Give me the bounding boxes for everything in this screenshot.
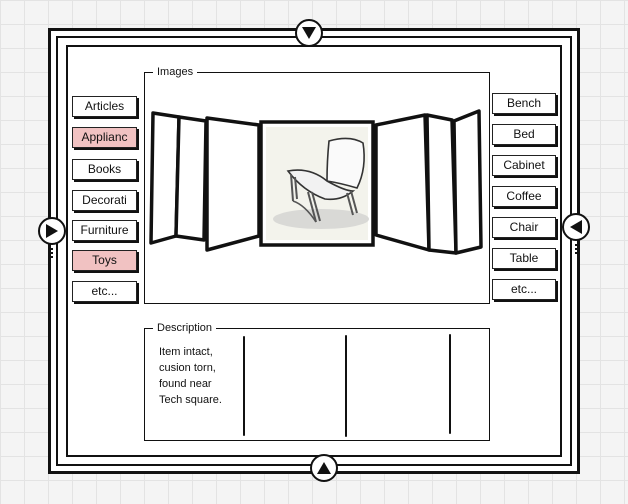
- description-divider: [345, 335, 347, 437]
- triangle-right-icon: [46, 224, 58, 238]
- carousel-panel-left-3: [205, 116, 261, 252]
- cover-flow-carousel: [149, 109, 483, 255]
- category-button-furniture[interactable]: Furniture: [72, 220, 137, 241]
- carousel-panel-right-2: [425, 113, 458, 255]
- chair-icon: [273, 137, 369, 229]
- category-button-more[interactable]: etc...: [72, 281, 137, 302]
- description-line: found near: [159, 378, 212, 390]
- description-group-legend: Description: [153, 320, 217, 336]
- category-button-decorations[interactable]: Decorati: [72, 190, 137, 211]
- category-button-articles[interactable]: Articles: [72, 96, 137, 117]
- images-group-legend: Images: [153, 64, 198, 80]
- description-divider: [449, 334, 451, 434]
- triangle-up-icon: [317, 462, 331, 474]
- item-button-chair[interactable]: Chair: [492, 217, 556, 238]
- images-group: Images: [144, 64, 490, 304]
- carousel-panel-right-1: [374, 113, 431, 252]
- description-line: cusion torn,: [159, 362, 216, 374]
- description-line: Item intact,: [159, 346, 213, 358]
- top-nav-button[interactable]: [295, 19, 323, 47]
- item-button-bed[interactable]: Bed: [492, 124, 556, 145]
- description-group: Description Item intact, cusion torn, fo…: [144, 320, 490, 441]
- description-divider: [243, 336, 245, 436]
- item-button-more[interactable]: etc...: [492, 279, 556, 300]
- right-nav-button[interactable]: [562, 213, 590, 241]
- item-button-bench[interactable]: Bench: [492, 93, 556, 114]
- item-button-coffee[interactable]: Coffee: [492, 186, 556, 207]
- category-button-books[interactable]: Books: [72, 159, 137, 180]
- item-button-table[interactable]: Table: [492, 248, 556, 269]
- carousel-panel-right-3: [452, 109, 483, 255]
- item-button-cabinet[interactable]: Cabinet: [492, 155, 556, 176]
- right-nav-dots: [575, 244, 578, 254]
- triangle-left-icon: [570, 220, 582, 234]
- left-nav-dots: [51, 248, 54, 258]
- category-button-toys[interactable]: Toys: [72, 250, 137, 271]
- triangle-down-icon: [302, 27, 316, 39]
- description-line: Tech square.: [159, 394, 222, 406]
- carousel-panel-left-2: [174, 115, 208, 242]
- category-button-appliances[interactable]: Applianc: [72, 127, 137, 148]
- bottom-nav-button[interactable]: [310, 454, 338, 482]
- description-text: Item intact, cusion torn, found near Tec…: [159, 344, 249, 408]
- left-nav-button[interactable]: [38, 217, 66, 245]
